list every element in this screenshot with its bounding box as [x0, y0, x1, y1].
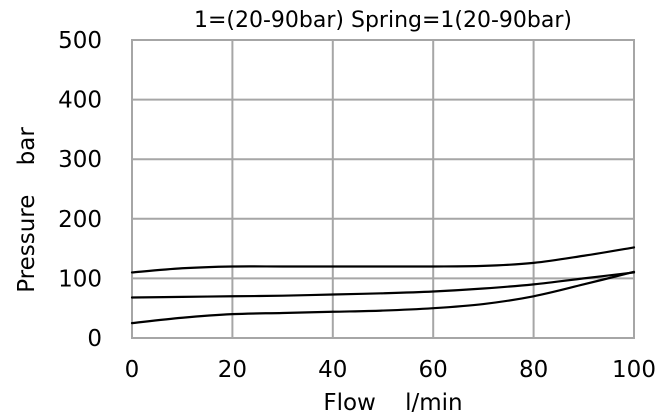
y-tick-label: 100 — [58, 266, 102, 292]
y-tick-label: 0 — [87, 326, 102, 352]
x-tick-label: 80 — [519, 357, 548, 383]
x-tick-label: 0 — [125, 357, 140, 383]
chart-title: 1=(20-90bar) Spring=1(20-90bar) — [194, 8, 572, 33]
x-tick-label: 20 — [218, 357, 247, 383]
y-axis-label: Pressure bar — [14, 127, 40, 293]
series-line-2 — [130, 271, 636, 299]
grid-lines — [131, 39, 635, 339]
x-tick-label: 40 — [318, 357, 347, 383]
series-line-1 — [130, 246, 636, 274]
y-tick-label: 300 — [58, 147, 102, 173]
y-tick-label: 500 — [58, 28, 102, 54]
x-axis-label: Flow l/min — [323, 390, 462, 416]
y-tick-label: 400 — [58, 88, 102, 114]
plot-frame — [131, 39, 635, 339]
x-tick-label: 100 — [612, 357, 656, 383]
series-line-3 — [130, 270, 636, 325]
y-tick-label: 200 — [58, 207, 102, 233]
series-lines — [130, 246, 636, 325]
x-tick-label: 60 — [419, 357, 448, 383]
